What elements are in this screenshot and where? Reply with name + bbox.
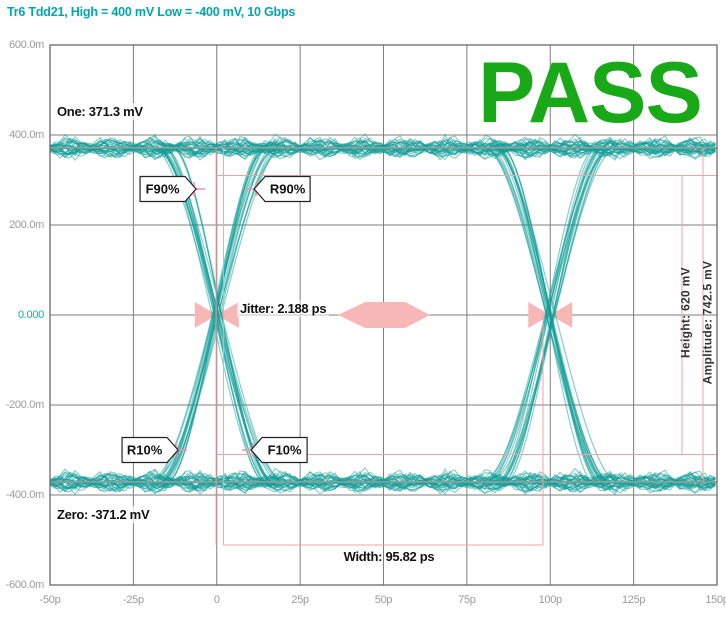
x-tick-label: 50p	[374, 594, 393, 606]
marker-callout-label: F90%	[146, 182, 180, 197]
marker-callout-label: R10%	[127, 443, 163, 458]
height-annotation: Height: 620 mV	[678, 267, 693, 358]
y-tick-label: -400.0m	[5, 489, 45, 501]
chart-title: Tr6 Tdd21, High = 400 mV Low = -400 mV, …	[7, 5, 296, 19]
plot-border	[49, 44, 718, 586]
x-tick-label: 75p	[458, 594, 476, 606]
marker-callout	[253, 175, 311, 203]
marker-callout	[121, 436, 179, 464]
marker-callout	[139, 175, 197, 203]
eye-mask-center	[338, 301, 430, 329]
marker-callout-label: F10%	[268, 443, 302, 458]
y-tick-label: 400.0m	[9, 129, 44, 141]
y-tick-label: 0.000	[17, 309, 44, 321]
x-tick-label: 25p	[291, 594, 309, 606]
amplitude-annotation: Amplitude: 742.5 mV	[700, 260, 715, 385]
x-tick-label: 0	[213, 594, 220, 606]
trace-bundle	[50, 132, 716, 496]
pass-status-badge: PASS	[478, 45, 703, 141]
eye-mask-bowtie	[194, 301, 217, 329]
eye-mask-bowtie	[528, 301, 551, 329]
one-level-annotation: One: 371.3 mV	[54, 103, 146, 120]
x-tick-label: 150p	[705, 594, 726, 606]
x-tick-label: 100p	[538, 594, 563, 606]
x-tick-label: -25p	[122, 594, 144, 606]
width-annotation: Width: 95.82 ps	[343, 549, 435, 564]
y-tick-label: 200.0m	[9, 219, 44, 231]
eye-mask-bowtie	[550, 301, 573, 329]
y-tick-label: -600.0m	[5, 579, 45, 591]
jitter-annotation: Jitter: 2.188 ps	[237, 300, 330, 317]
marker-callout	[250, 436, 308, 464]
eye-mask-bowtie	[216, 301, 239, 329]
y-tick-label: -200.0m	[5, 399, 45, 411]
y-tick-label: 600.0m	[9, 39, 44, 51]
x-tick-label: -50p	[39, 594, 61, 606]
x-tick-label: 125p	[621, 594, 646, 606]
zero-level-annotation: Zero: -371.2 mV	[54, 506, 153, 523]
marker-callout-label: R90%	[270, 182, 306, 197]
